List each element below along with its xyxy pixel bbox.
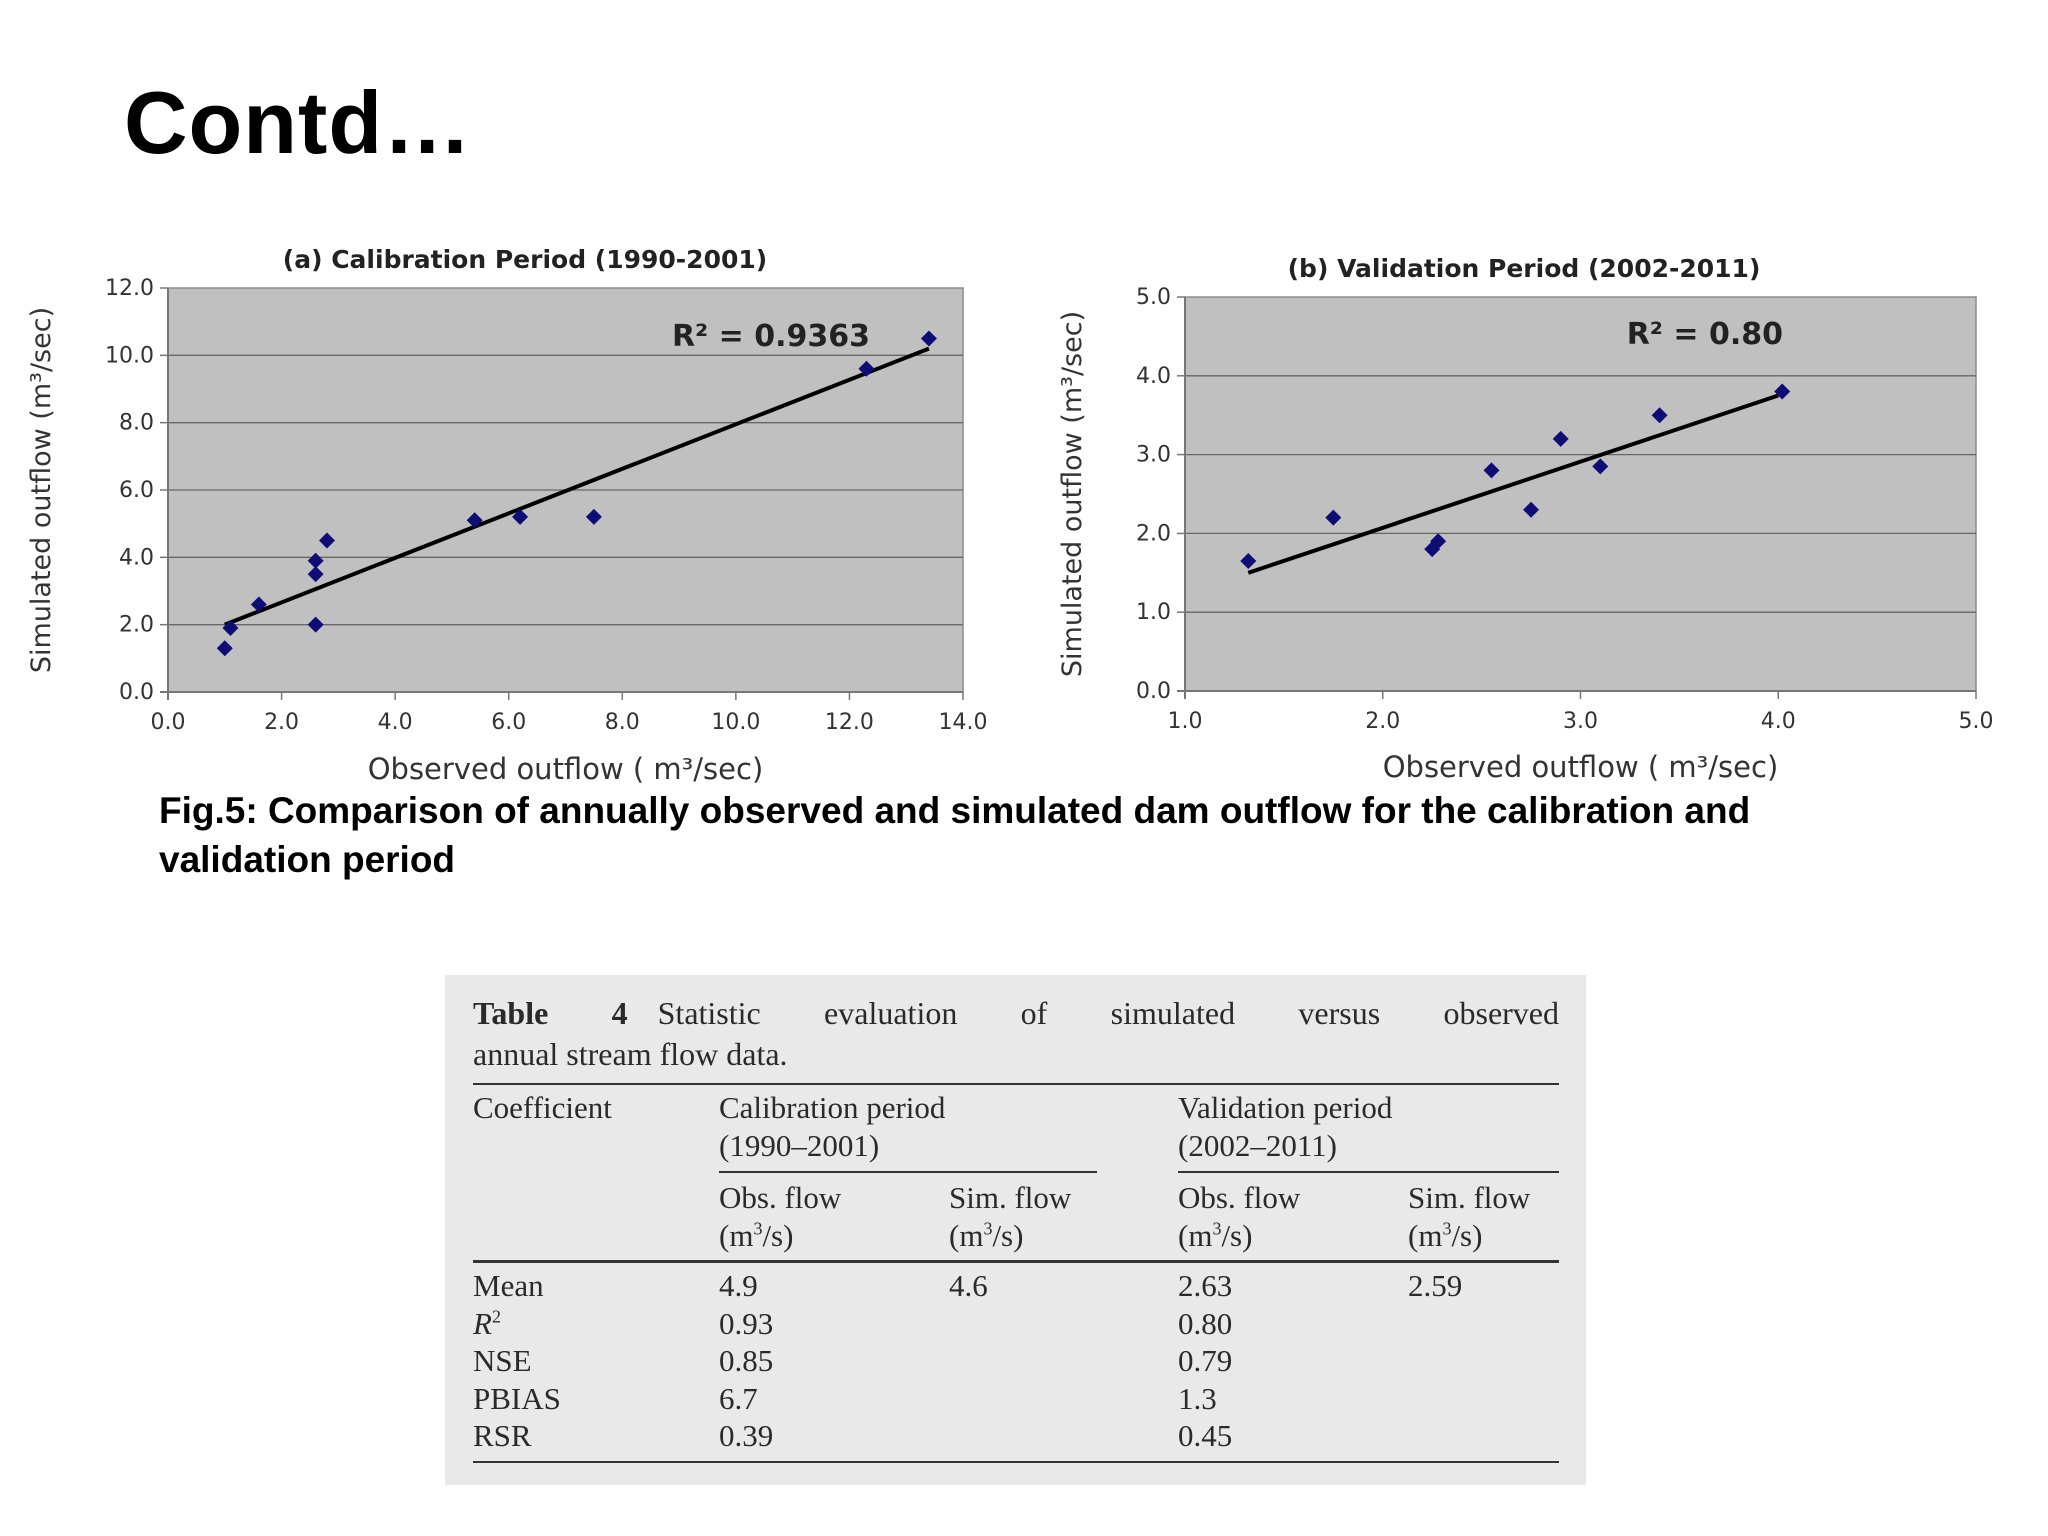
validation-y-axis-label: Simulated outflow (m³/sec)	[1057, 311, 1088, 677]
validation-data-point	[1483, 462, 1500, 479]
statistics-table: Table 4 Statistic evaluation of simulated…	[445, 975, 1586, 1485]
calibration-data-point	[307, 552, 324, 569]
calibration-chart-title: (a) Calibration Period (1990-2001)	[283, 245, 767, 274]
calibration-x-axis-label: Observed outflow ( m³/sec)	[368, 752, 764, 786]
row-label: Mean	[473, 1268, 544, 1303]
validation-trendline	[1247, 393, 1779, 575]
header-val-sim: Sim. flow (m3/s)	[1408, 1180, 1531, 1253]
cal-obs-value: 0.85	[719, 1343, 774, 1378]
calibration-x-tick-label: 14.0	[939, 710, 988, 735]
validation-x-tick-label: 1.0	[1168, 709, 1203, 734]
validation-x-tick-label: 5.0	[1959, 709, 1994, 734]
cal-obs-value: 0.39	[719, 1418, 774, 1453]
calibration-y-tick-label: 0.0	[119, 680, 154, 705]
calibration-x-tick-label: 8.0	[605, 710, 640, 735]
calibration-y-axis-label: Simulated outflow (m³/sec)	[26, 307, 57, 673]
calibration-data-point	[307, 616, 324, 633]
calibration-group-rule	[719, 1171, 1097, 1173]
table-title-line1: Statistic evaluation of simulated versus…	[657, 995, 1560, 1031]
header-cal-obs: Obs. flow (m3/s)	[719, 1180, 842, 1253]
header-validation-line1: Validation period	[1178, 1090, 1393, 1125]
val-obs-value: 2.63	[1178, 1268, 1233, 1303]
calibration-y-tick-label: 6.0	[119, 478, 154, 503]
validation-y-tick-label: 5.0	[1136, 285, 1171, 310]
table-header-rule	[473, 1260, 1559, 1263]
validation-data-point	[1523, 501, 1540, 518]
calibration-data-point	[250, 596, 267, 613]
validation-y-tick-label: 4.0	[1136, 364, 1171, 389]
calibration-data-point	[222, 620, 239, 637]
calibration-x-tick-label: 6.0	[491, 710, 526, 735]
calibration-y-tick-label: 2.0	[119, 613, 154, 638]
table-title-line2: annual stream flow data.	[473, 1036, 788, 1072]
validation-x-axis-label: Observed outflow ( m³/sec)	[1383, 750, 1779, 784]
validation-data-point	[1774, 383, 1791, 400]
validation-y-tick-label: 1.0	[1136, 600, 1171, 625]
validation-y-tick-label: 0.0	[1136, 679, 1171, 704]
header-calibration-line1: Calibration period	[719, 1090, 946, 1125]
calibration-data-point	[512, 508, 529, 525]
row-label: R2	[473, 1306, 501, 1341]
row-label: RSR	[473, 1418, 532, 1453]
header-validation-line2: (2002–2011)	[1178, 1128, 1337, 1163]
validation-plot-area	[1184, 296, 1977, 692]
table-bottom-rule	[473, 1461, 1559, 1463]
row-label: PBIAS	[473, 1381, 561, 1416]
calibration-y-tick-label: 12.0	[105, 276, 154, 301]
validation-data-point	[1592, 458, 1609, 475]
calibration-y-tick-label: 8.0	[119, 411, 154, 436]
row-label: NSE	[473, 1343, 532, 1378]
calibration-x-tick-label: 2.0	[264, 710, 299, 735]
val-obs-value: 0.80	[1178, 1306, 1233, 1341]
cal-obs-value: 0.93	[719, 1306, 774, 1341]
val-obs-value: 0.45	[1178, 1418, 1233, 1453]
cal-obs-value: 6.7	[719, 1381, 758, 1416]
validation-data-point	[1325, 509, 1342, 526]
calibration-x-tick-label: 12.0	[825, 710, 874, 735]
validation-data-point	[1651, 407, 1668, 424]
table-label: Table 4	[473, 995, 628, 1031]
calibration-data-point	[920, 330, 937, 347]
calibration-data-point	[319, 532, 335, 549]
header-calibration-line2: (1990–2001)	[719, 1128, 880, 1163]
calibration-data-point	[307, 566, 324, 583]
calibration-data-point	[858, 360, 875, 377]
validation-chart-title: (b) Validation Period (2002-2011)	[1288, 254, 1761, 283]
validation-x-tick-label: 4.0	[1761, 709, 1796, 734]
calibration-y-tick-label: 10.0	[105, 343, 154, 368]
table-caption: Table 4 Statistic evaluation of simulated…	[473, 993, 1559, 1075]
calibration-x-tick-label: 0.0	[151, 710, 186, 735]
calibration-y-tick-label: 4.0	[119, 545, 154, 570]
validation-group-rule	[1178, 1171, 1559, 1173]
slide-title: Contd…	[124, 73, 473, 172]
header-coefficient: Coefficient	[473, 1090, 612, 1125]
calibration-trendline	[224, 346, 930, 627]
calibration-data-point	[216, 640, 233, 657]
calibration-r2-annotation: R² = 0.9363	[672, 319, 870, 354]
figure-caption: Fig.5: Comparison of annually observed a…	[159, 790, 1751, 880]
val-sim-value: 2.59	[1408, 1268, 1463, 1303]
cal-obs-value: 4.9	[719, 1268, 758, 1303]
validation-data-point	[1552, 430, 1569, 447]
cal-sim-value: 4.6	[949, 1268, 988, 1303]
validation-x-tick-label: 3.0	[1563, 709, 1598, 734]
val-obs-value: 1.3	[1178, 1381, 1217, 1416]
header-cal-sim: Sim. flow (m3/s)	[949, 1180, 1072, 1253]
calibration-x-tick-label: 4.0	[378, 710, 413, 735]
calibration-x-tick-label: 10.0	[711, 710, 760, 735]
charts-area: 0.0 2.0 4.0 6.0 8.0 10.0 12.0 0.0 2.0 4.0 6.0 8.0 10…	[26, 245, 1994, 786]
validation-y-tick-label: 3.0	[1136, 443, 1171, 468]
calibration-data-point	[466, 512, 483, 529]
validation-r2-annotation: R² = 0.80	[1627, 317, 1783, 352]
val-obs-value: 0.79	[1178, 1343, 1233, 1378]
validation-x-tick-label: 2.0	[1365, 709, 1400, 734]
validation-data-point	[1430, 533, 1447, 550]
table-top-rule	[473, 1083, 1559, 1085]
validation-y-tick-label: 2.0	[1136, 521, 1171, 546]
header-val-obs: Obs. flow (m3/s)	[1178, 1180, 1301, 1253]
validation-data-point	[1240, 552, 1257, 569]
calibration-data-point	[585, 508, 602, 525]
